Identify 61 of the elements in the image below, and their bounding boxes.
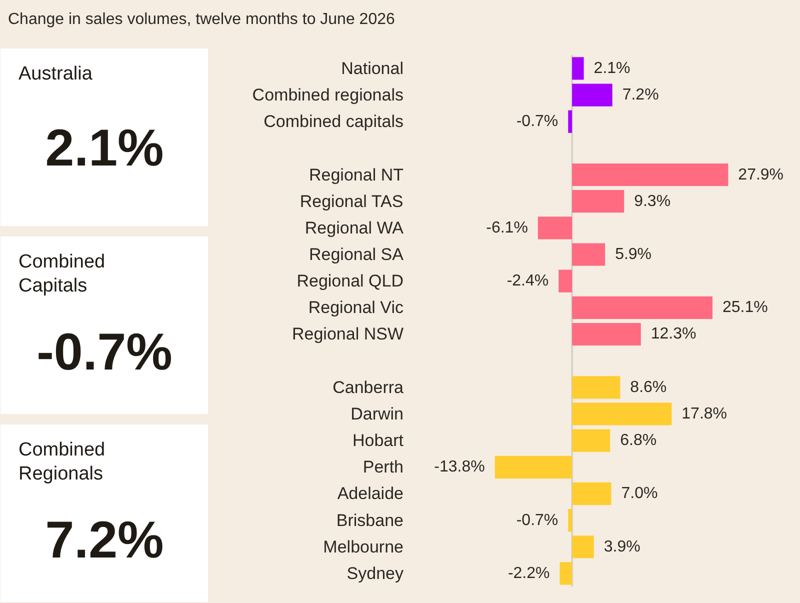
text: Australia — [18, 64, 93, 84]
y-tick-label: National — [341, 58, 404, 78]
y-tick-label: Melbourne — [323, 537, 404, 556]
data-label: 25.1% — [722, 299, 768, 316]
data-label: 2.1% — [594, 60, 630, 77]
bar — [572, 296, 712, 319]
bar — [572, 84, 612, 106]
y-tick-label: Canberra — [332, 378, 404, 397]
y-tick-label: Regional WA — [304, 218, 404, 238]
data-label: 5.9% — [615, 246, 652, 263]
bar — [572, 243, 606, 266]
data-label: 6.8% — [620, 432, 657, 450]
bar — [572, 57, 584, 80]
data-label: -6.1% — [486, 219, 528, 236]
text: 7.2% — [45, 512, 164, 570]
bar — [572, 429, 610, 452]
data-label: 27.9% — [738, 166, 784, 184]
y-tick-label: Regional Vic — [308, 298, 404, 318]
y-tick-label: Regional QLD — [296, 272, 404, 291]
text: -0.7% — [36, 324, 172, 382]
bar — [558, 270, 572, 292]
data-label: -2.4% — [506, 272, 549, 290]
bar — [572, 536, 594, 558]
data-label: 3.9% — [604, 538, 640, 556]
bar — [572, 322, 641, 346]
bar — [572, 376, 620, 399]
text: Combined Regionals — [18, 440, 106, 485]
bar — [494, 456, 572, 478]
y-tick-label: Regional TAS — [300, 192, 404, 211]
bar — [568, 509, 572, 532]
data-label: 7.0% — [621, 485, 658, 502]
text: 2.1% — [45, 120, 164, 178]
data-label: 8.6% — [630, 378, 667, 396]
bar — [560, 562, 572, 585]
data-label: 17.8% — [682, 405, 728, 422]
y-tick-label: Combined regionals — [252, 86, 404, 105]
bar — [538, 216, 572, 240]
y-tick-label: Regional SA — [308, 245, 404, 264]
bar — [572, 190, 624, 213]
data-label: -13.8% — [434, 458, 485, 476]
y-tick-label: Sydney — [346, 564, 404, 583]
text: Change in sales volumes, twelve months to June 2026 — [8, 10, 395, 30]
y-tick-label: Regional NT — [309, 165, 404, 184]
data-label: 7.2% — [622, 86, 659, 104]
y-tick-label: Hobart — [352, 431, 404, 450]
data-label: 12.3% — [650, 326, 696, 343]
bar — [572, 482, 612, 506]
text: Combined Capitals — [18, 252, 106, 297]
data-label: 9.3% — [634, 192, 671, 210]
y-tick-label: Darwin — [350, 404, 404, 424]
data-label: -0.7% — [516, 512, 558, 529]
data-label: -0.7% — [516, 113, 558, 130]
y-tick-label: Regional NSW — [292, 324, 404, 344]
data-label: -2.2% — [508, 564, 550, 582]
y-tick-label: Brisbane — [336, 510, 404, 530]
bar — [572, 402, 672, 426]
y-tick-label: Adelaide — [337, 484, 404, 504]
y-tick-label: Combined capitals — [264, 112, 404, 132]
y-tick-label: Perth — [362, 458, 404, 477]
bar — [572, 163, 728, 186]
bar — [568, 110, 572, 133]
